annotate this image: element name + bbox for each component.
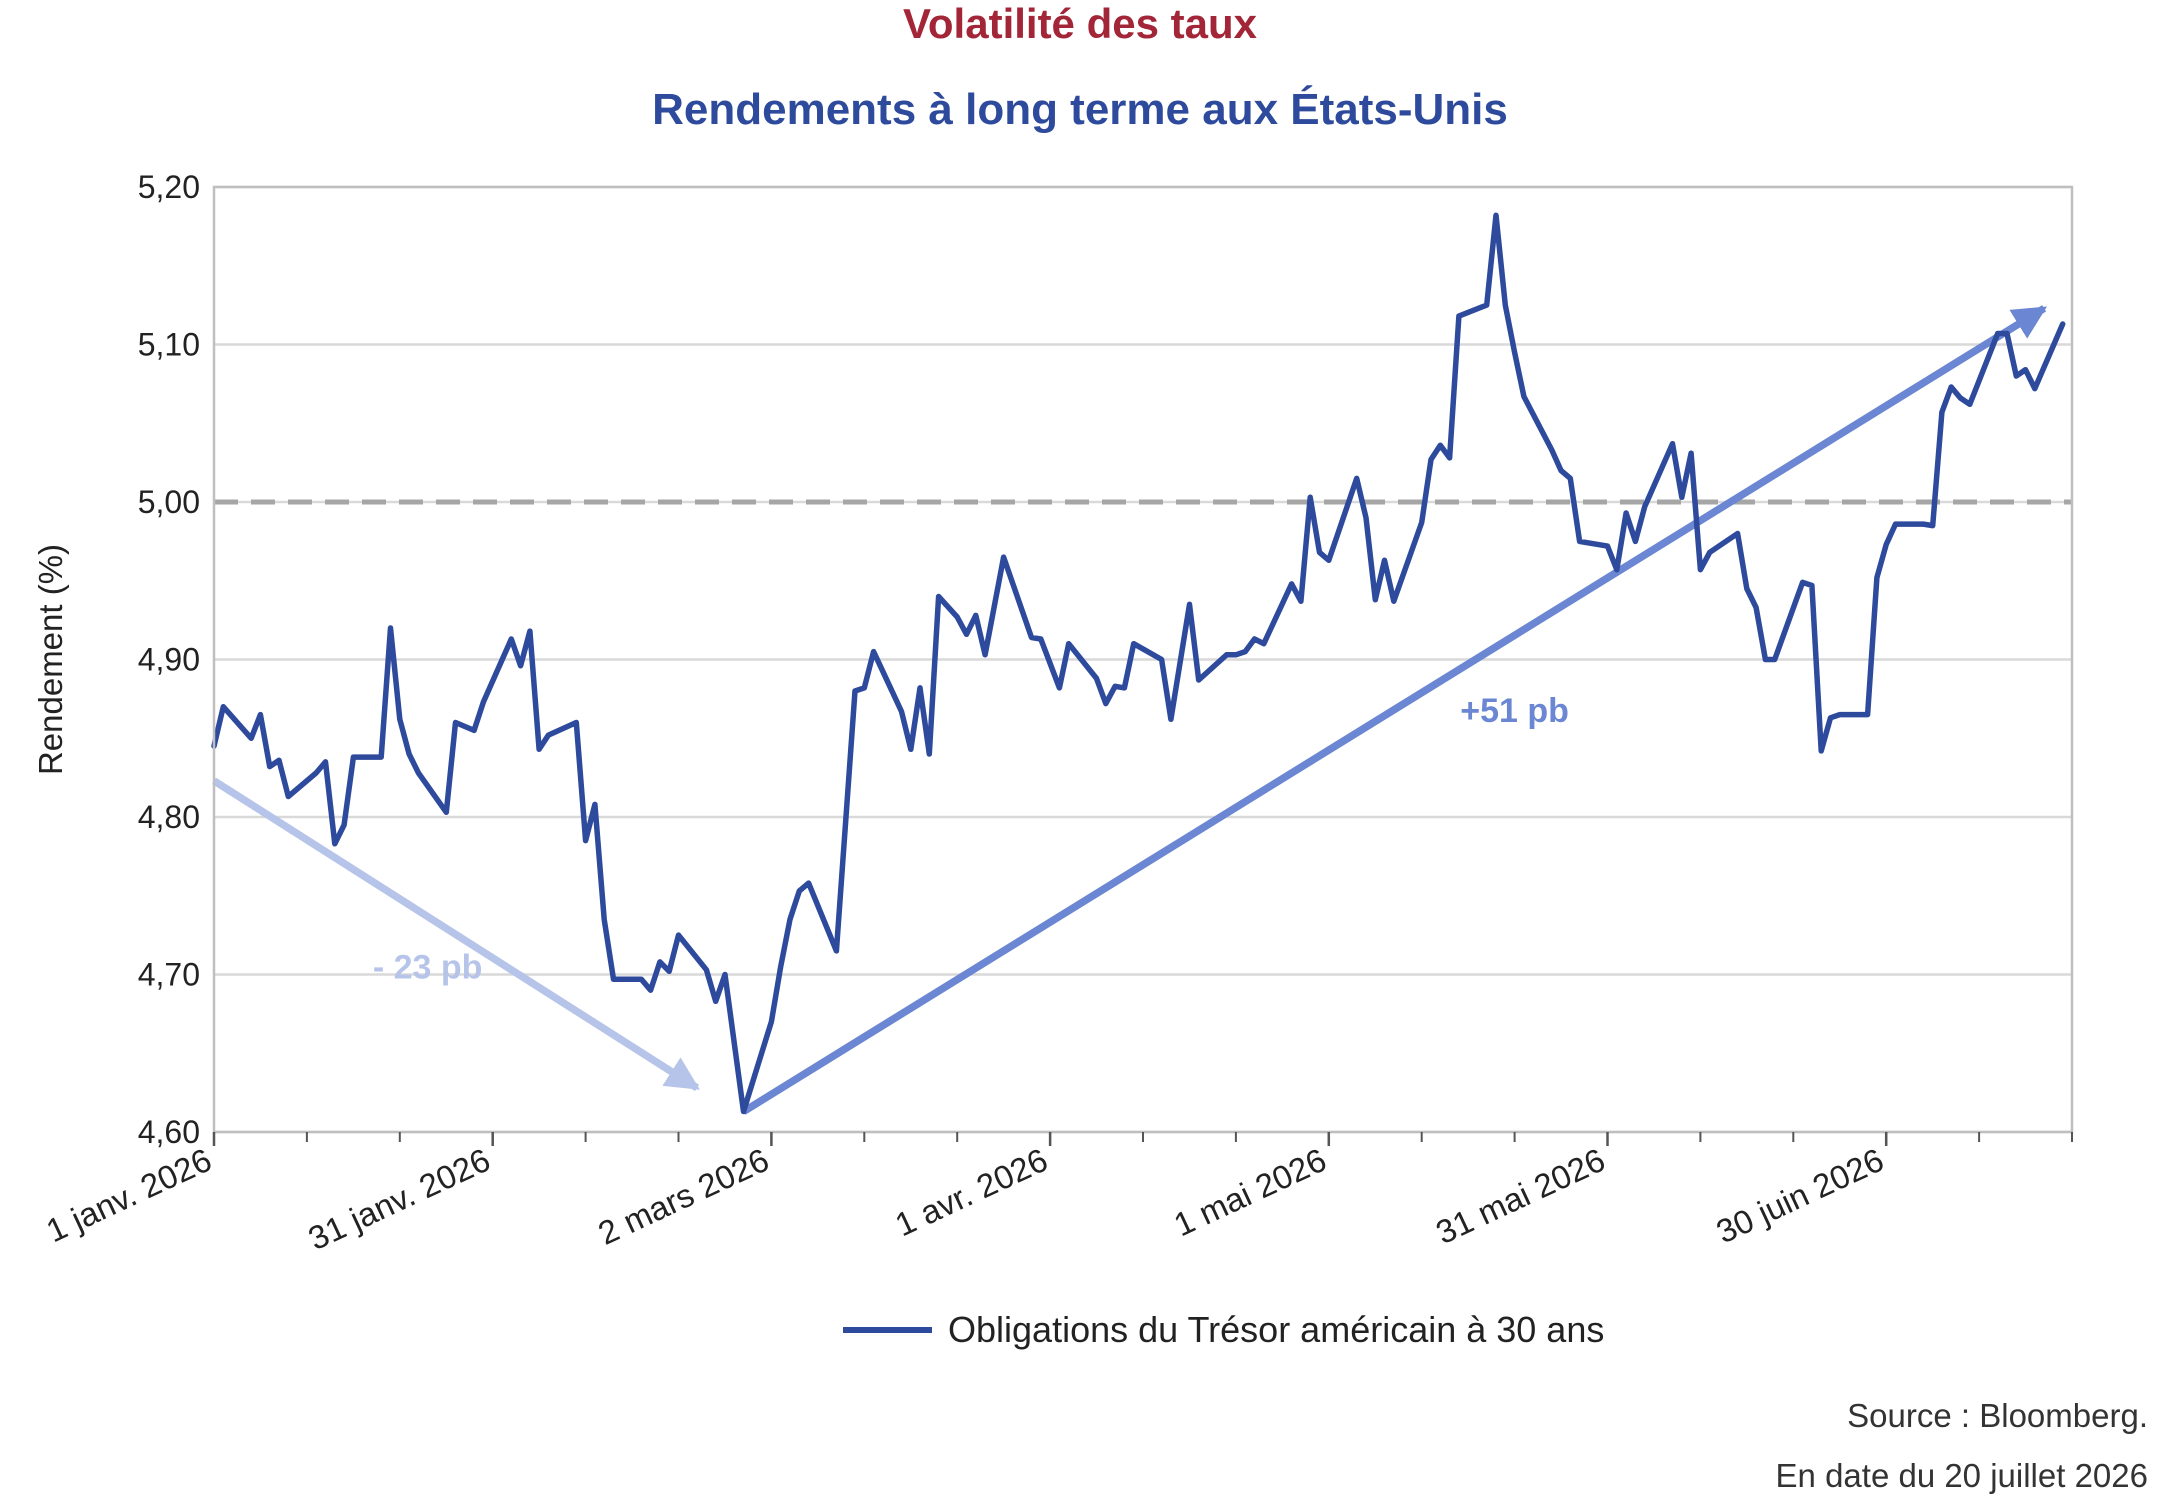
annotation-label: +51 pb <box>1460 692 1569 730</box>
y-tick-label: 5,00 <box>138 484 200 520</box>
y-tick-label: 4,60 <box>138 1114 200 1150</box>
y-tick-label: 4,80 <box>138 799 200 835</box>
series-line <box>211 212 2066 1115</box>
rise-arrow <box>741 305 2048 1115</box>
x-tick-label: 31 janv. 2026 <box>303 1141 496 1257</box>
source-note: Source : Bloomberg. <box>1847 1397 2148 1434</box>
y-tick-label: 4,70 <box>138 957 200 993</box>
chart-subtitle: Rendements à long terme aux États-Unis <box>652 85 1508 134</box>
annotation-label: - 23 pb <box>373 949 483 987</box>
chart-title: Volatilité des taux <box>903 0 1257 47</box>
y-axis-label: Rendement (%) <box>32 544 69 775</box>
y-tick-label: 5,20 <box>138 169 200 205</box>
x-tick-label: 1 avr. 2026 <box>889 1141 1053 1244</box>
legend-label: Obligations du Trésor américain à 30 ans <box>948 1309 1604 1350</box>
x-tick-label: 2 mars 2026 <box>592 1141 774 1252</box>
decline-arrow <box>211 777 700 1092</box>
x-tick-label: 31 mai 2026 <box>1430 1141 1610 1251</box>
x-tick-label: 1 janv. 2026 <box>41 1141 217 1249</box>
x-tick-label: 30 juin 2026 <box>1711 1141 1890 1251</box>
y-tick-label: 5,10 <box>138 327 200 363</box>
y-tick-label: 4,90 <box>138 642 200 678</box>
x-tick-label: 1 mai 2026 <box>1168 1141 1332 1244</box>
date-note: En date du 20 juillet 2026 <box>1775 1457 2148 1494</box>
